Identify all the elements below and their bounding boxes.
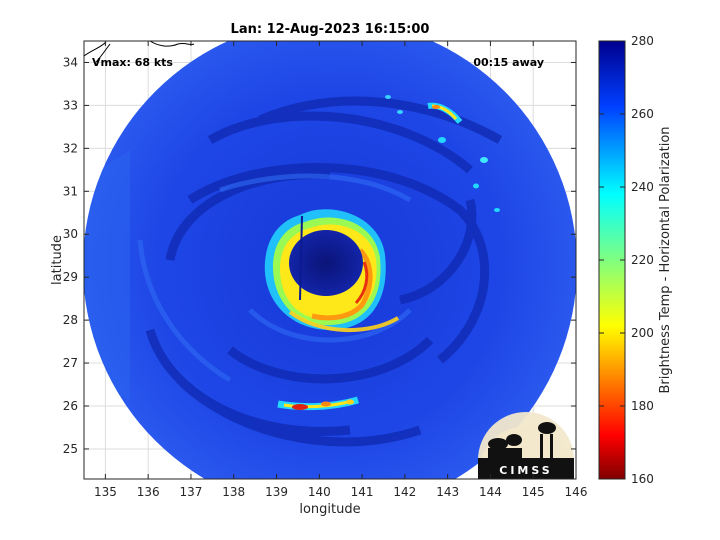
- colorbar-tick-label: 240: [631, 180, 654, 194]
- plot-area: Vmax: 68 kts 00:15 away CIMSS 135 136 137 1…: [63, 40, 588, 499]
- colorbar-tick-label: 160: [631, 472, 654, 486]
- x-tick-label: 144: [479, 485, 502, 499]
- colorbar: 160 180 200 220 240 260 280 Brightness Temp - …: [598, 34, 673, 486]
- x-tick-label: 143: [436, 485, 459, 499]
- brightness-temperature-image: [84, 41, 576, 479]
- y-axis-label: latitude: [50, 235, 65, 285]
- y-tick-label: 25: [63, 442, 78, 456]
- y-tick-label: 31: [63, 184, 78, 198]
- x-tick-label: 137: [180, 485, 203, 499]
- x-tick-label: 141: [351, 485, 374, 499]
- colorbar-tick-label: 260: [631, 107, 654, 121]
- y-tick-label: 29: [63, 270, 78, 284]
- x-axis-label: longitude: [299, 502, 360, 517]
- y-tick-label: 27: [63, 356, 78, 370]
- southern-convective-band: [277, 396, 359, 411]
- vmax-annotation: Vmax: 68 kts: [92, 56, 173, 69]
- cimss-logo: CIMSS: [477, 412, 574, 479]
- cimss-logo-text: CIMSS: [499, 464, 552, 477]
- y-tick-label: 30: [63, 227, 78, 241]
- colorbar-ticks: 160 180 200 220 240 260 280: [599, 34, 654, 486]
- y-tick-label: 34: [63, 55, 78, 69]
- colorbar-tick-label: 180: [631, 399, 654, 413]
- colorbar-tick-label: 280: [631, 34, 654, 48]
- x-tick-label: 138: [222, 485, 245, 499]
- eyewall: [264, 209, 400, 333]
- time-away-annotation: 00:15 away: [473, 56, 544, 69]
- y-axis-ticks: 25 26 27 28 29 30 31 32 33 34: [63, 55, 576, 456]
- colorbar-label: Brightness Temp - Horizontal Polarizatio…: [658, 126, 673, 393]
- y-tick-label: 28: [63, 313, 78, 327]
- x-tick-label: 135: [94, 485, 117, 499]
- x-tick-label: 140: [308, 485, 331, 499]
- x-tick-label: 142: [393, 485, 416, 499]
- coastline: [84, 41, 111, 63]
- x-tick-label: 139: [265, 485, 288, 499]
- northeast-convective-cells: [385, 95, 500, 212]
- eye: [289, 230, 363, 296]
- y-tick-label: 26: [63, 399, 78, 413]
- x-tick-label: 146: [565, 485, 588, 499]
- x-tick-label: 145: [522, 485, 545, 499]
- x-tick-label: 136: [137, 485, 160, 499]
- plot-frame: [83, 40, 577, 480]
- x-axis-ticks: 135 136 137 138 139 140 141 142 143 144 145 146: [94, 41, 588, 499]
- y-tick-label: 32: [63, 141, 78, 155]
- colorbar-tick-label: 220: [631, 253, 654, 267]
- colorbar-tick-label: 200: [631, 326, 654, 340]
- figure-title: Lan: 12-Aug-2023 16:15:00: [231, 22, 430, 37]
- y-tick-label: 33: [63, 98, 78, 112]
